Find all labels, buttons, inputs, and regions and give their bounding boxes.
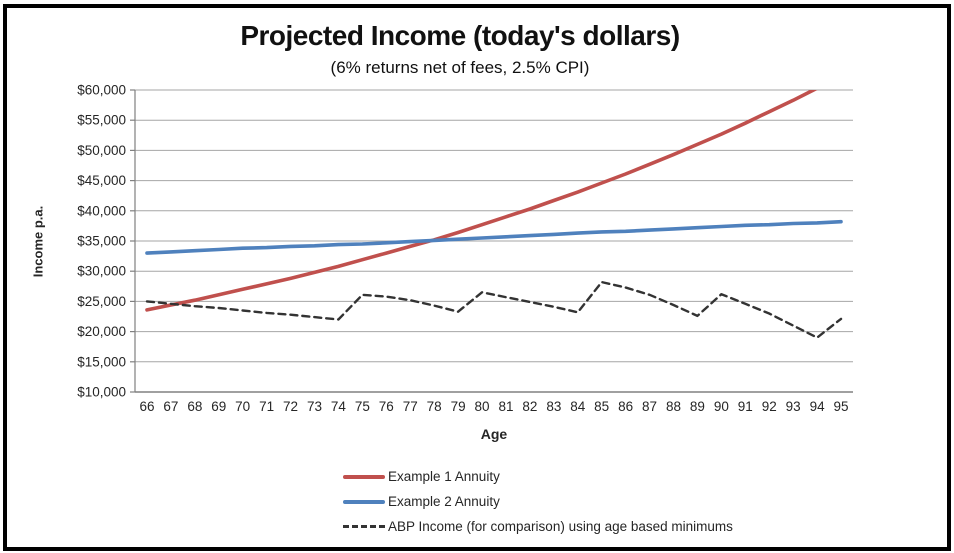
x-tick-label: 72: [283, 399, 298, 414]
x-tick-label: 86: [618, 399, 633, 414]
x-tick-label: 73: [307, 399, 322, 414]
x-tick-label: 85: [594, 399, 609, 414]
x-tick-label: 76: [379, 399, 394, 414]
chart-title: Projected Income (today's dollars): [240, 20, 680, 51]
legend-label: ABP Income (for comparison) using age ba…: [388, 519, 733, 534]
x-tick-label: 67: [163, 399, 178, 414]
x-tick-label: 77: [403, 399, 418, 414]
legend-item: Example 1 Annuity: [343, 464, 733, 489]
x-tick-label: 83: [546, 399, 561, 414]
x-tick-label: 78: [427, 399, 442, 414]
x-tick-label: 80: [475, 399, 490, 414]
x-tick-label: 89: [690, 399, 705, 414]
y-axis-title: Income p.a.: [30, 205, 46, 278]
y-tick-label: $10,000: [77, 385, 126, 400]
x-tick-label: 87: [642, 399, 657, 414]
y-tick-label: $45,000: [77, 173, 126, 188]
x-axis-title: Age: [480, 426, 508, 442]
y-tick-label: $55,000: [77, 113, 126, 128]
x-tick-label: 70: [235, 399, 250, 414]
chart-border: [3, 4, 951, 551]
x-tick-label: 69: [211, 399, 226, 414]
x-tick-label: 66: [139, 399, 154, 414]
legend-item: Example 2 Annuity: [343, 489, 733, 514]
x-tick-label: 91: [738, 399, 753, 414]
x-tick-label: 81: [498, 399, 513, 414]
x-tick-label: 94: [810, 399, 826, 414]
chart-subtitle: (6% returns net of fees, 2.5% CPI): [330, 58, 590, 77]
x-tick-label: 88: [666, 399, 681, 414]
legend-swatch-line: [343, 474, 385, 479]
x-tick-label: 90: [714, 399, 729, 414]
x-tick-label: 82: [522, 399, 537, 414]
y-tick-label: $50,000: [77, 143, 126, 158]
legend-swatch-line: [343, 499, 385, 504]
y-tick-label: $30,000: [77, 264, 126, 279]
y-tick-label: $60,000: [77, 83, 126, 98]
y-tick-label: $35,000: [77, 234, 126, 249]
x-tick-label: 74: [331, 399, 347, 414]
x-tick-label: 68: [187, 399, 202, 414]
y-tick-label: $25,000: [77, 294, 126, 309]
x-tick-label: 71: [259, 399, 274, 414]
legend-label: Example 2 Annuity: [388, 494, 500, 509]
legend: Example 1 Annuity Example 2 Annuity ABP In…: [343, 464, 733, 539]
x-tick-label: 75: [355, 399, 370, 414]
series-line: [145, 90, 818, 312]
x-tick-label: 84: [570, 399, 586, 414]
legend-item: ABP Income (for comparison) using age ba…: [343, 514, 733, 539]
x-tick-label: 95: [834, 399, 849, 414]
y-tick-label: $20,000: [77, 324, 126, 339]
x-tick-label: 92: [762, 399, 777, 414]
series-line: [145, 280, 843, 339]
y-tick-label: $15,000: [77, 354, 126, 369]
x-tick-label: 79: [451, 399, 466, 414]
series-line: [145, 219, 843, 255]
x-tick-label: 93: [786, 399, 801, 414]
legend-label: Example 1 Annuity: [388, 469, 500, 484]
y-tick-label: $40,000: [77, 203, 126, 218]
legend-swatch-dashed-line: [343, 525, 385, 528]
